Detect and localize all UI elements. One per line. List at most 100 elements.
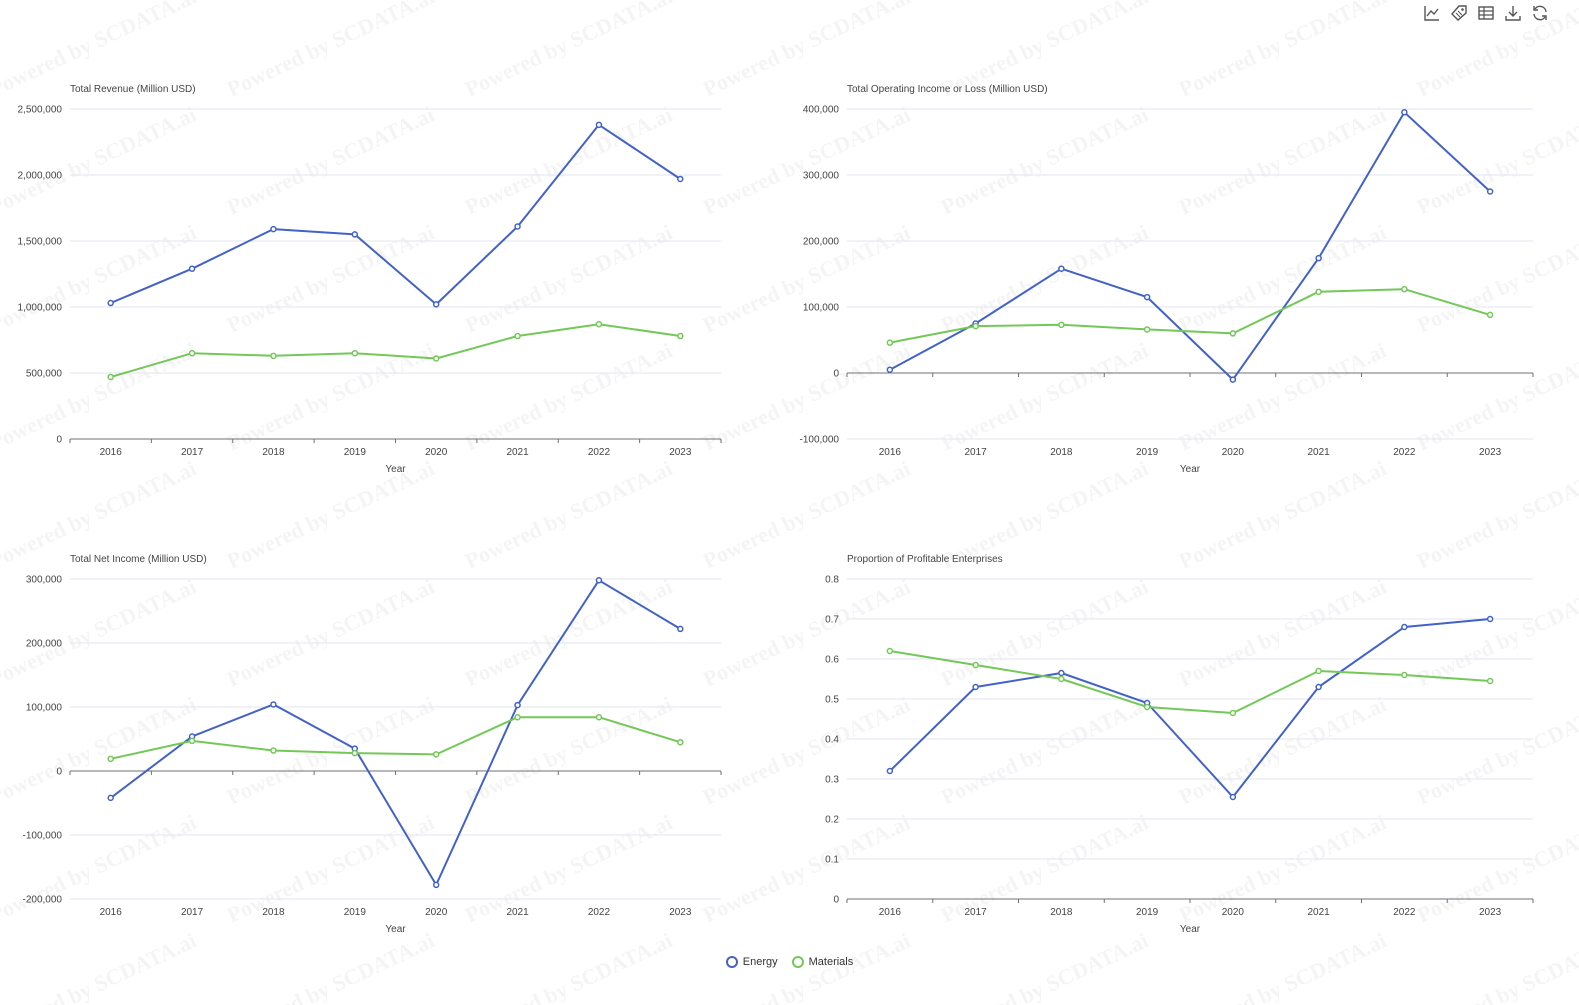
x-tick-label: 2018 <box>262 907 285 918</box>
data-point-energy <box>1058 669 1065 677</box>
series-line-energy <box>110 123 681 306</box>
data-point-energy <box>1229 376 1237 383</box>
x-tick-label: 2023 <box>669 447 692 458</box>
series-line-energy <box>889 111 1491 381</box>
y-tick-label: 0.8 <box>825 575 839 586</box>
data-point-energy <box>107 299 114 307</box>
y-tick-label: 0 <box>56 767 62 778</box>
x-tick-label: 2018 <box>262 447 285 458</box>
data-point-materials <box>1058 321 1065 329</box>
y-tick-label: 0.1 <box>825 855 839 866</box>
legend-label-energy: Energy <box>742 956 778 968</box>
data-point-materials <box>1058 675 1065 683</box>
data-point-materials <box>514 332 521 340</box>
data-point-energy <box>1401 109 1408 116</box>
y-tick-label: 100,000 <box>803 303 840 314</box>
x-tick-label: 2021 <box>506 447 529 458</box>
series-line-materials <box>889 650 1491 714</box>
data-point-energy <box>1486 615 1494 623</box>
data-point-materials <box>595 713 603 721</box>
data-point-materials <box>270 747 277 754</box>
data-point-materials <box>886 647 894 655</box>
y-tick-label: 300,000 <box>803 171 840 182</box>
chart-panel-1: Total Revenue (Million USD) 0 500,000 1,000… <box>18 84 722 475</box>
y-tick-label: 1,000,000 <box>18 303 63 314</box>
y-tick-label: 0 <box>833 369 839 380</box>
data-point-energy <box>677 175 684 183</box>
data-point-materials <box>188 349 196 357</box>
x-tick-label: 2016 <box>879 447 902 458</box>
x-tick-label: 2019 <box>1136 447 1159 458</box>
data-point-materials <box>1486 677 1494 685</box>
y-tick-label: 0 <box>56 435 62 446</box>
series-line-energy <box>110 579 681 886</box>
y-tick-label: 0.7 <box>825 615 839 626</box>
data-point-materials <box>1229 330 1237 337</box>
data-point-materials <box>351 349 359 357</box>
y-tick-label: 200,000 <box>26 639 63 650</box>
y-tick-label: 400,000 <box>803 105 840 116</box>
data-point-materials <box>677 332 684 340</box>
legend-item-energy[interactable]: Energy <box>725 956 778 968</box>
y-tick-label: 500,000 <box>26 369 63 380</box>
data-point-energy <box>514 701 521 709</box>
y-tick-label: 2,500,000 <box>18 105 63 116</box>
data-point-energy <box>1229 793 1237 801</box>
data-point-energy <box>514 223 521 230</box>
table-icon[interactable] <box>1477 4 1495 22</box>
data-point-energy <box>270 701 277 708</box>
data-point-materials <box>1486 311 1494 319</box>
x-tick-label: 2022 <box>588 447 611 458</box>
data-point-materials <box>351 749 359 757</box>
data-point-energy <box>972 683 979 691</box>
x-axis-label: Year <box>385 464 406 475</box>
data-point-materials <box>595 320 603 328</box>
x-tick-label: 2021 <box>506 907 529 918</box>
x-tick-label: 2017 <box>181 907 204 918</box>
tag-icon[interactable] <box>1450 4 1468 22</box>
x-tick-label: 2019 <box>344 907 367 918</box>
data-point-materials <box>972 661 979 669</box>
data-point-energy <box>1315 683 1322 691</box>
legend-item-materials[interactable]: Materials <box>791 956 853 968</box>
data-point-energy <box>270 225 277 233</box>
data-point-materials <box>1143 326 1151 333</box>
x-tick-label: 2016 <box>100 447 123 458</box>
y-tick-label: 0.6 <box>825 655 839 666</box>
chart-toolbar <box>1423 4 1549 22</box>
x-tick-label: 2020 <box>425 447 448 458</box>
x-tick-label: 2020 <box>425 907 448 918</box>
data-point-materials <box>1401 671 1408 679</box>
data-point-energy <box>595 121 603 129</box>
data-point-energy <box>677 625 684 633</box>
series-line-energy <box>889 618 1491 798</box>
data-point-energy <box>107 794 114 802</box>
x-tick-label: 2023 <box>669 907 692 918</box>
y-tick-label: 0.4 <box>825 735 839 746</box>
data-point-materials <box>886 339 894 346</box>
data-point-materials <box>432 751 440 758</box>
data-point-energy <box>1058 265 1065 272</box>
data-point-materials <box>270 352 277 360</box>
data-point-materials <box>107 373 114 381</box>
x-tick-label: 2021 <box>1308 447 1331 458</box>
x-tick-label: 2019 <box>1136 907 1159 918</box>
line-chart-icon[interactable] <box>1423 4 1441 22</box>
data-point-materials <box>1315 288 1322 296</box>
y-tick-label: -100,000 <box>23 831 63 842</box>
x-tick-label: 2020 <box>1222 907 1245 918</box>
x-tick-label: 2023 <box>1479 447 1502 458</box>
data-point-materials <box>1229 709 1237 717</box>
x-tick-label: 2020 <box>1222 447 1245 458</box>
refresh-icon[interactable] <box>1531 4 1549 22</box>
download-icon[interactable] <box>1504 4 1522 22</box>
x-tick-label: 2023 <box>1479 907 1502 918</box>
y-tick-label: 0 <box>833 895 839 906</box>
x-tick-label: 2018 <box>1050 907 1073 918</box>
x-axis-label: Year <box>1180 464 1201 475</box>
data-point-energy <box>351 231 359 238</box>
data-point-energy <box>886 366 894 373</box>
chart-panel-2: Total Operating Income or Loss (Million … <box>800 84 1534 475</box>
y-tick-label: 0.2 <box>825 815 839 826</box>
